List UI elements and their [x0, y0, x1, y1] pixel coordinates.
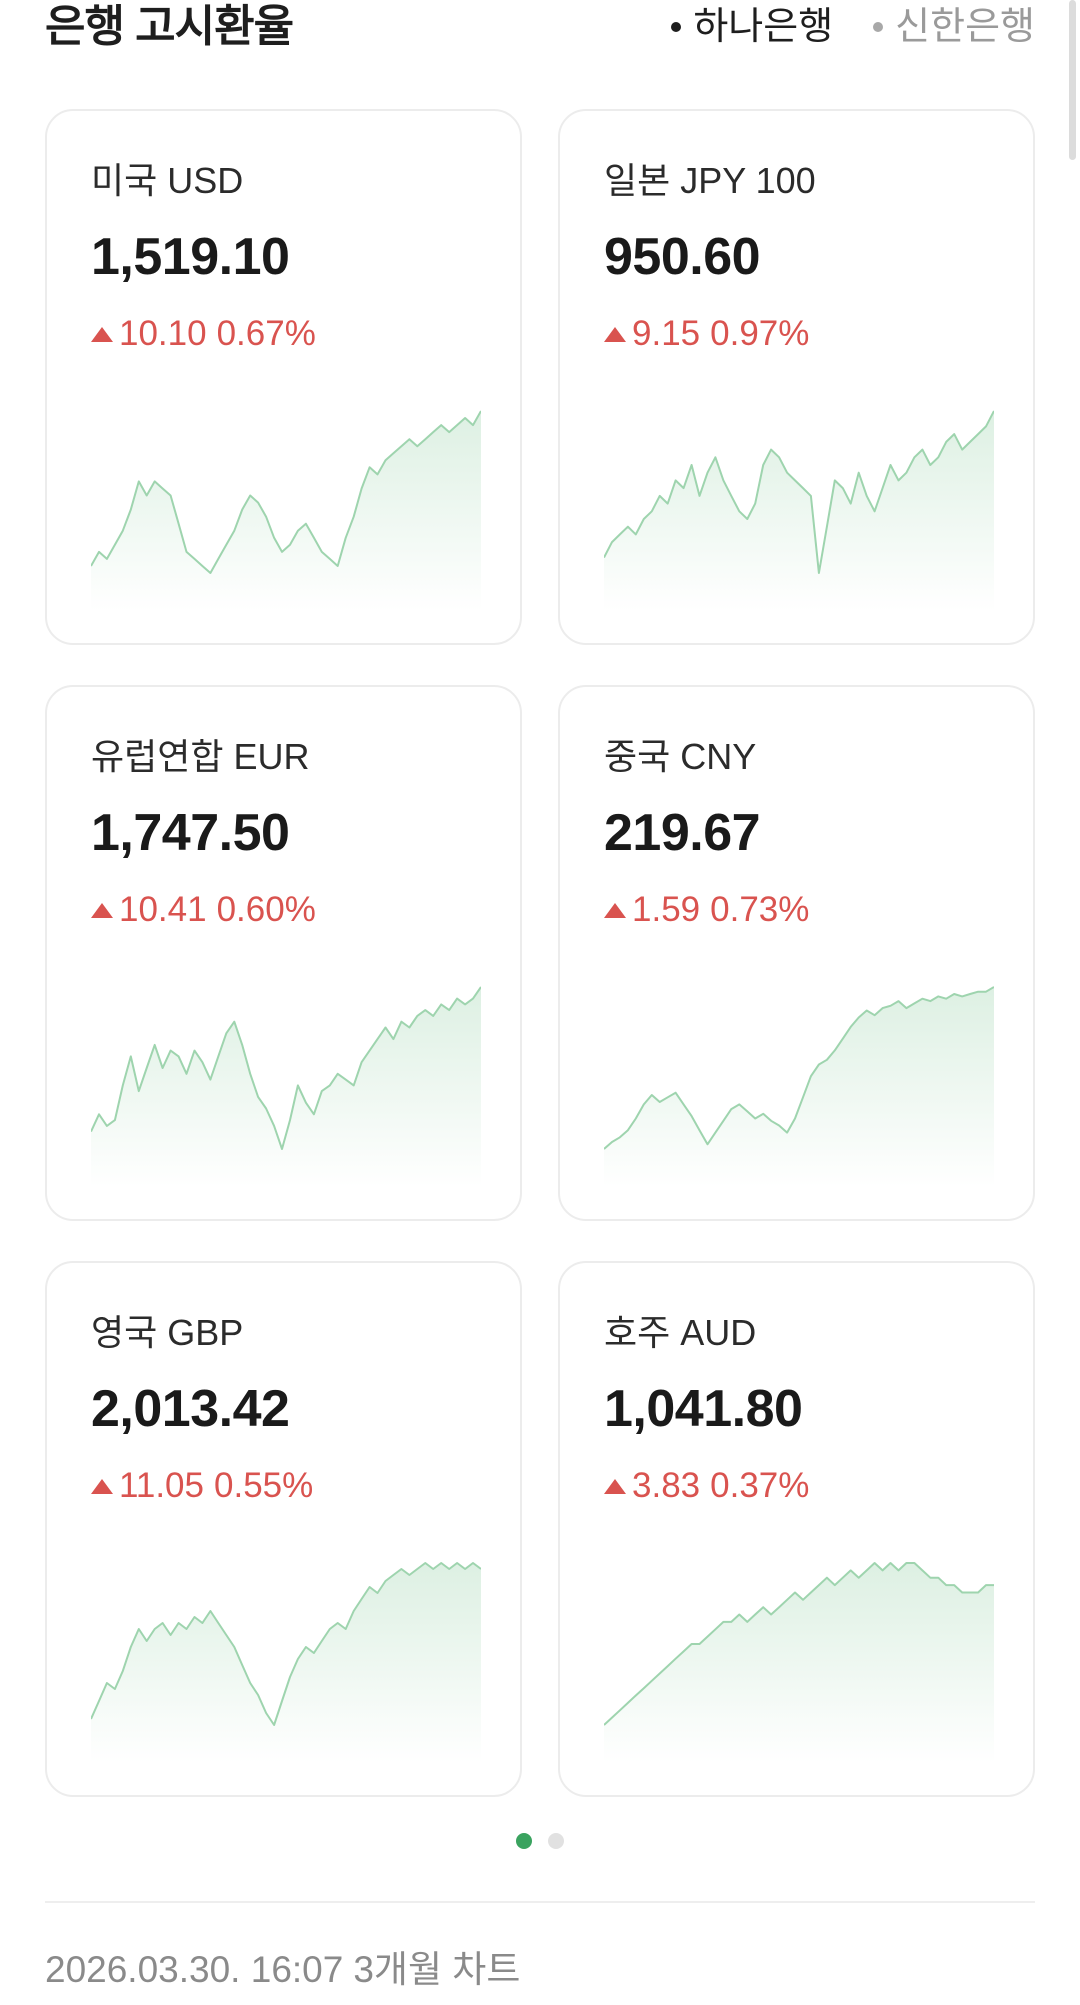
page-dot-2[interactable] [548, 1833, 564, 1849]
bank-tab-hana[interactable]: 하나은행 [671, 0, 833, 54]
currency-name: 중국 CNY [604, 736, 757, 777]
rate-change: 10.10 0.67% [91, 313, 316, 355]
exchange-rate: 1,519.10 [91, 228, 290, 286]
currency-name: 미국 USD [91, 160, 244, 201]
rate-change: 1.59 0.73% [604, 889, 809, 931]
change-amount: 3.83 [632, 1466, 701, 1505]
bank-tab-label: 신한은행 [895, 6, 1035, 48]
triangle-up-icon [91, 1478, 113, 1494]
sparkline-line [91, 410, 481, 574]
bank-selector: 하나은행 신한은행 [631, 0, 1035, 54]
currency-name: 호주 AUD [604, 1312, 757, 1353]
triangle-up-icon [604, 326, 626, 342]
bank-tab-shinhan[interactable]: 신한은행 [873, 0, 1035, 54]
page-dot-1[interactable] [516, 1833, 532, 1849]
sparkline-area [91, 1563, 481, 1763]
sparkline-chart [604, 1562, 994, 1763]
change-amount: 10.10 [119, 314, 207, 353]
rate-card-jpy[interactable]: 일본 JPY 100 950.60 9.15 0.97% [558, 109, 1035, 645]
selected-dot-icon [671, 22, 682, 32]
updated-timestamp: 2026.03.30. 16:07 [45, 1949, 344, 1990]
sparkline-line [604, 986, 994, 1150]
page-indicator [0, 1833, 1080, 1849]
exchange-rate: 1,041.80 [604, 1380, 803, 1438]
sparkline-chart [91, 986, 481, 1187]
unselected-dot-icon [873, 22, 884, 32]
sparkline-area [604, 987, 994, 1187]
rate-card-eur[interactable]: 유럽연합 EUR 1,747.50 10.41 0.60% [45, 685, 522, 1221]
sparkline-line [604, 1562, 994, 1726]
triangle-up-icon [604, 1478, 626, 1494]
sparkline-line [604, 410, 994, 574]
sparkline-chart [604, 410, 994, 611]
currency-name: 유럽연합 EUR [91, 736, 310, 777]
change-percent: 0.60% [216, 890, 316, 929]
sparkline-chart [91, 410, 481, 611]
change-percent: 0.67% [216, 314, 316, 353]
header: 은행 고시환율 하나은행 신한은행 [45, 0, 1035, 60]
chart-footer: 2026.03.30. 16:07 3개월 차트 [45, 1947, 520, 1993]
change-amount: 10.41 [119, 890, 207, 929]
sparkline-area [604, 1563, 994, 1763]
scrollbar[interactable] [1069, 0, 1076, 160]
change-percent: 0.55% [214, 1466, 314, 1505]
sparkline-area [604, 411, 994, 611]
rate-change: 10.41 0.60% [91, 889, 316, 931]
sparkline-chart [91, 1562, 481, 1763]
change-amount: 9.15 [632, 314, 701, 353]
sparkline-line [91, 986, 481, 1150]
change-percent: 0.37% [710, 1466, 810, 1505]
sparkline-line [91, 1562, 481, 1726]
bank-tab-label: 하나은행 [693, 6, 834, 48]
exchange-rate: 1,747.50 [91, 804, 290, 862]
page-title: 은행 고시환율 [45, 2, 294, 51]
rate-change: 3.83 0.37% [604, 1465, 809, 1507]
currency-name: 영국 GBP [91, 1312, 244, 1353]
rate-card-usd[interactable]: 미국 USD 1,519.10 10.10 0.67% [45, 109, 522, 645]
exchange-rate: 2,013.42 [91, 1380, 290, 1438]
rate-card-aud[interactable]: 호주 AUD 1,041.80 3.83 0.37% [558, 1261, 1035, 1797]
sparkline-area [91, 987, 481, 1187]
change-percent: 0.97% [710, 314, 810, 353]
currency-name: 일본 JPY 100 [604, 160, 816, 201]
sparkline-chart [604, 986, 994, 1187]
sparkline-area [91, 411, 481, 611]
triangle-up-icon [604, 902, 626, 918]
rate-change: 11.05 0.55% [91, 1465, 313, 1507]
chart-range-label: 3개월 차트 [353, 1949, 521, 1990]
triangle-up-icon [91, 902, 113, 918]
change-percent: 0.73% [710, 890, 810, 929]
divider [45, 1901, 1035, 1903]
exchange-rate: 950.60 [604, 228, 761, 286]
rate-change: 9.15 0.97% [604, 313, 809, 355]
rate-card-cny[interactable]: 중국 CNY 219.67 1.59 0.73% [558, 685, 1035, 1221]
rate-card-gbp[interactable]: 영국 GBP 2,013.42 11.05 0.55% [45, 1261, 522, 1797]
change-amount: 11.05 [119, 1466, 204, 1505]
exchange-rate: 219.67 [604, 804, 761, 862]
triangle-up-icon [91, 326, 113, 342]
change-amount: 1.59 [632, 890, 701, 929]
